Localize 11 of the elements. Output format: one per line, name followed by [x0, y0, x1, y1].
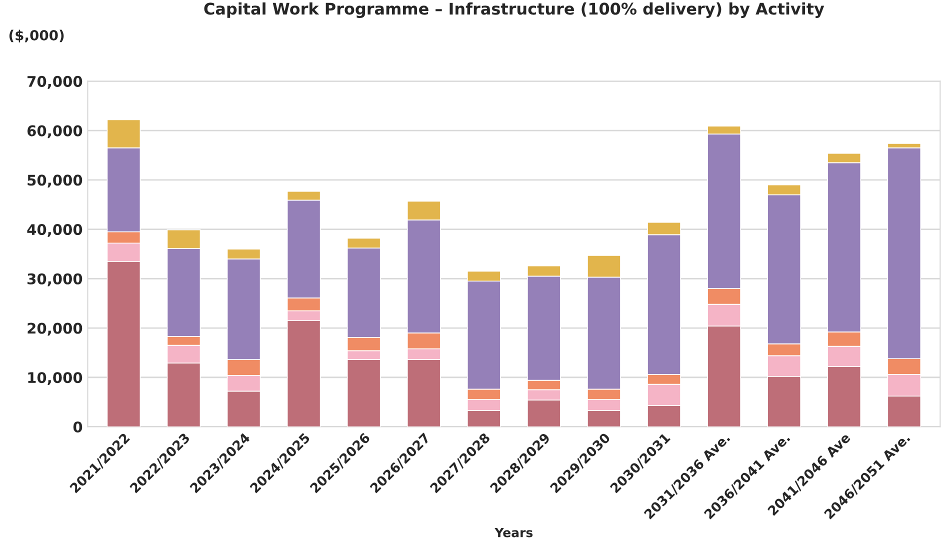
y-tick-label: 10,000	[28, 372, 82, 385]
y-tick-label: 50,000	[28, 174, 82, 188]
y-tick-label: 30,000	[28, 273, 82, 286]
chart-title: Capital Work Programme – Infrastructure (100% delivery) by Activity	[204, 2, 824, 18]
y-tick-label: 70,000	[28, 76, 82, 89]
y-tick-label: 40,000	[27, 224, 82, 237]
y-tick-label: 60,000	[27, 125, 82, 138]
y-tick-label: 0	[73, 421, 82, 432]
y-tick-label: 20,000	[28, 322, 82, 336]
x-axis-title: Years	[494, 528, 533, 538]
y-axis-title: ($,000)	[9, 30, 64, 42]
